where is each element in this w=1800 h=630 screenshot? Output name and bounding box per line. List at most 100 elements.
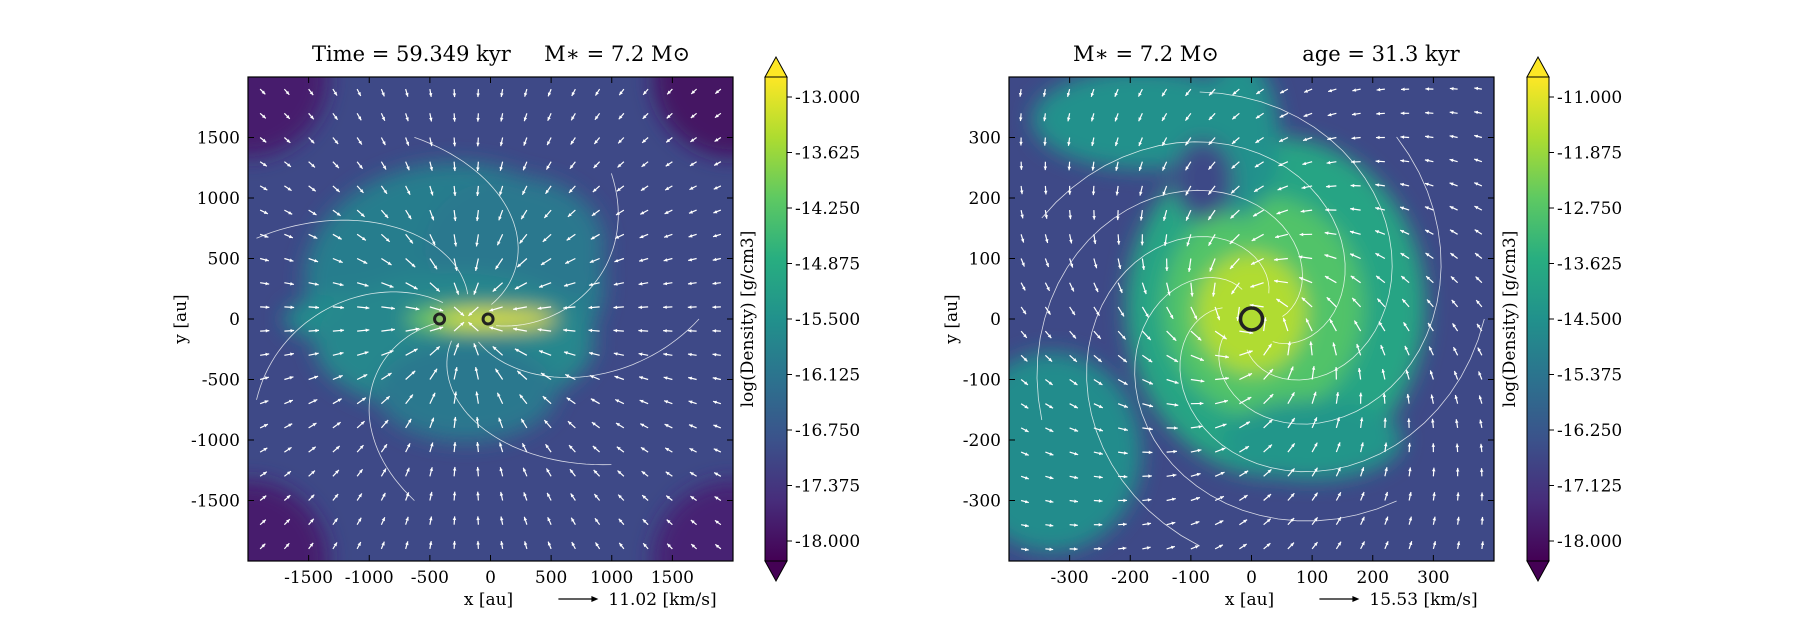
velocity-arrowhead — [1174, 426, 1178, 430]
velocity-arrowhead — [264, 258, 269, 262]
velocity-arrowhead — [497, 241, 501, 246]
velocity-arrowhead — [1114, 92, 1118, 97]
velocity-arrowhead — [595, 91, 599, 96]
velocity-arrowhead — [285, 90, 290, 95]
velocity-arrowhead — [1429, 370, 1434, 375]
velocity-arrowhead — [1360, 442, 1364, 447]
velocity-arrowhead — [615, 399, 620, 403]
velocity-arrowhead — [429, 117, 433, 122]
velocity-arrowhead — [1476, 300, 1480, 305]
velocity-arrowhead — [431, 392, 436, 397]
velocity-arrowhead — [1067, 166, 1072, 171]
velocity-arrowhead — [475, 217, 480, 222]
velocity-arrowhead — [1115, 166, 1119, 171]
y-tick-label: -1500 — [191, 492, 240, 512]
velocity-arrowhead — [1404, 345, 1408, 350]
x-axis-label: x [au] — [1225, 590, 1274, 610]
velocity-arrowhead — [1324, 254, 1329, 258]
velocity-arrowhead — [643, 90, 647, 95]
velocity-arrowhead — [1431, 443, 1436, 447]
velocity-arrowhead — [522, 190, 526, 195]
velocity-arrowhead — [405, 117, 409, 122]
velocity-arrowhead — [663, 258, 668, 262]
velocity-arrowhead — [1375, 253, 1380, 257]
velocity-arrowhead — [1197, 336, 1202, 341]
velocity-arrowhead — [1091, 166, 1095, 171]
velocity-arrowhead — [314, 352, 319, 356]
velocity-arrowhead — [405, 516, 409, 521]
velocity-arrowhead — [1449, 182, 1454, 186]
velocity-arrowhead — [1198, 425, 1203, 429]
velocity-arrowhead — [384, 420, 389, 424]
velocity-arrowhead — [1145, 313, 1149, 318]
velocity-arrowhead — [588, 328, 593, 333]
velocity-arrowhead — [360, 421, 365, 425]
velocity-arrowhead — [433, 368, 438, 373]
velocity-arrowhead — [1475, 276, 1480, 281]
velocity-arrowhead — [1138, 117, 1142, 122]
velocity-arrowhead — [1199, 357, 1204, 361]
velocity-arrowhead — [689, 186, 694, 190]
x-tick-label: -1000 — [345, 568, 394, 588]
velocity-arrowhead — [1249, 303, 1254, 308]
velocity-arrowhead — [1148, 427, 1153, 431]
velocity-arrowhead — [1046, 286, 1050, 291]
velocity-arrowhead — [261, 114, 266, 119]
velocity-arrowhead — [1173, 449, 1178, 454]
velocity-arrowhead — [1407, 442, 1412, 447]
velocity-arrowhead — [1092, 215, 1096, 220]
velocity-arrowhead — [334, 115, 338, 120]
velocity-arrowhead — [289, 258, 294, 262]
velocity-arrowhead — [1313, 391, 1317, 396]
velocity-arrowhead — [311, 470, 315, 475]
colorbar-tick-label: -17.125 — [1557, 477, 1622, 497]
velocity-arrowhead — [547, 116, 551, 121]
velocity-arrowhead — [1324, 276, 1329, 280]
velocity-arrowhead — [1449, 110, 1454, 115]
velocity-arrowhead — [1148, 474, 1152, 478]
velocity-arrowhead — [1383, 442, 1388, 447]
velocity-arrowhead — [1428, 322, 1432, 327]
velocity-arrowhead — [288, 399, 293, 404]
velocity-arrowhead — [690, 114, 695, 118]
velocity-arrowhead — [618, 518, 623, 523]
velocity-arrowhead — [688, 400, 693, 404]
cavity — [1173, 139, 1233, 220]
velocity-arrowhead — [1048, 357, 1053, 362]
velocity-arrowhead — [714, 162, 719, 166]
velocity-arrowhead — [689, 448, 694, 452]
velocity-arrowhead — [1091, 191, 1096, 196]
velocity-arrowhead — [1400, 182, 1405, 187]
velocity-arrowhead — [642, 115, 647, 119]
velocity-arrowhead — [361, 236, 366, 241]
velocity-arrowhead — [1200, 379, 1205, 383]
colorbar-tick-label: -13.000 — [795, 88, 860, 108]
y-tick-label: 0 — [229, 310, 240, 330]
colorbar-tick-label: -11.000 — [1557, 88, 1622, 108]
velocity-arrowhead — [391, 328, 395, 332]
streamline — [1036, 189, 1303, 421]
velocity-arrowhead — [1098, 475, 1103, 479]
colorbar-tick-label: -13.625 — [795, 144, 860, 164]
velocity-arrowhead — [1449, 87, 1454, 91]
velocity-arrowhead — [616, 446, 621, 451]
velocity-arrowhead — [1244, 446, 1249, 450]
velocity-arrowhead — [591, 212, 596, 216]
velocity-arrowhead — [1350, 275, 1355, 280]
velocity-arrowhead — [538, 284, 543, 288]
velocity-arrowhead — [1020, 238, 1025, 243]
streamline — [496, 173, 619, 327]
velocity-arrowhead — [1067, 142, 1071, 146]
velocity-arrowhead — [537, 306, 542, 310]
velocity-arrowhead — [1299, 232, 1304, 237]
velocity-arrowhead — [381, 541, 385, 546]
velocity-arrowhead — [1148, 381, 1153, 385]
velocity-arrowhead — [1425, 229, 1430, 234]
velocity-arrowhead — [1093, 240, 1097, 245]
velocity-arrowhead — [492, 346, 497, 351]
velocity-arrowhead — [1162, 166, 1166, 171]
velocity-arrowhead — [1074, 475, 1079, 480]
velocity-arrowhead — [1119, 288, 1123, 293]
velocity-arrowhead — [363, 260, 368, 264]
velocity-arrowhead — [1478, 371, 1482, 376]
